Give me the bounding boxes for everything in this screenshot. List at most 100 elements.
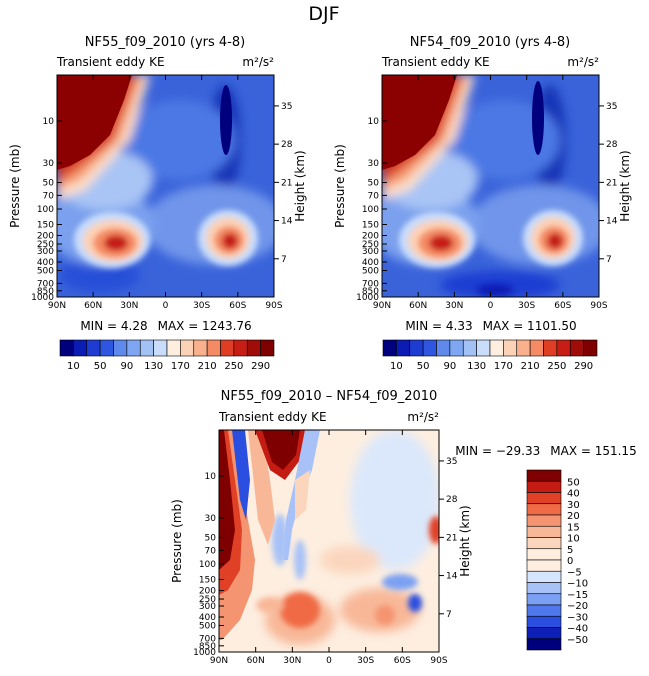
panel-diff-ytick-label: 1000 (193, 648, 216, 658)
panel-nf55-ytick-label: 700 (37, 279, 54, 289)
panel-diff-title: NF55_f09_2010 – NF54_f09_2010 (221, 389, 438, 404)
panel-nf54-colorbar-label: 290 (574, 361, 593, 372)
panel-diff-xtick-label: 60N (247, 656, 265, 666)
panel-nf54-subtitle: Transient eddy KE (381, 55, 490, 69)
panel-nf55-ytick-label: 300 (37, 247, 54, 257)
panel-nf55-colorbar-label: 210 (198, 361, 217, 372)
panel-nf54-colorbar-box (462, 339, 477, 357)
panel-nf55-ytick-label: 200 (37, 231, 54, 241)
panel-nf54-colorbar-box (543, 339, 558, 357)
panel-nf55-colorbar-box (180, 339, 195, 357)
panel-nf54-xtick-label: 0 (488, 301, 494, 311)
panel-nf55-colorbar-label: 90 (121, 361, 134, 372)
panel-nf55-units: m²/s² (242, 55, 274, 69)
panel-nf55-max-label: MAX = 1243.76 (158, 319, 252, 333)
panel-diff-colorbar-box (526, 593, 562, 606)
panel-nf54-htick-label: 7 (606, 255, 612, 265)
panel-nf55-colorbar-box (59, 339, 74, 357)
panel-diff-xtick-label: 30S (357, 656, 374, 666)
panel-nf54-ytick-label: 70 (368, 191, 380, 201)
panel-nf55-htick-label: 14 (281, 217, 293, 227)
panel-diff-colorbar-label: 50 (567, 477, 580, 488)
panel-diff-colorbar-box (526, 537, 562, 550)
panel-nf55-colorbar-box (166, 339, 181, 357)
panel-nf55-htick-label: 21 (281, 178, 292, 188)
panel-diff-units: m²/s² (407, 410, 439, 424)
panel-nf54-ytick-label: 300 (362, 247, 379, 257)
panel-nf55-colorbar-box (220, 339, 235, 357)
panel-nf54-colorbar-label: 50 (417, 361, 430, 372)
panel-nf55-colorbar-box (233, 339, 248, 357)
panel-diff-htick-label: 14 (446, 572, 458, 582)
panel-nf55-ytick-label: 10 (43, 117, 55, 127)
panel-diff-ytick-label: 100 (199, 560, 216, 570)
panel-diff-colorbar-box (526, 582, 562, 595)
panel-nf55-htick-label: 7 (281, 255, 287, 265)
panel-nf55-subtitle: Transient eddy KE (56, 55, 165, 69)
panel-nf55-colorbar-box (193, 339, 208, 357)
panel-nf54-colorbar-label: 10 (390, 361, 403, 372)
panel-nf54-htick-label: 35 (606, 102, 617, 112)
panel-diff-ytick-label: 150 (199, 576, 216, 586)
panel-diff-colorbar-label: −20 (567, 601, 588, 612)
panel-nf55-ytick-label: 250 (37, 240, 54, 250)
panel-diff-max-label: MAX = 151.15 (550, 444, 636, 458)
panel-diff-xtick-label: 0 (326, 656, 332, 666)
panel-nf54-htick-label: 14 (606, 217, 618, 227)
panel-nf54-ytick-label: 50 (368, 179, 380, 189)
panel-nf54-xtick-label: 30S (518, 301, 535, 311)
panel-nf54-colorbar-box (583, 339, 598, 357)
panel-nf55-ytick-label: 70 (43, 191, 55, 201)
panel-diff-colorbar-label: 5 (567, 545, 573, 556)
panel-nf55-ylabel: Pressure (mb) (8, 144, 22, 228)
panel-nf54-ytick-label: 30 (368, 159, 380, 169)
panel-diff-colorbar-box (526, 559, 562, 572)
panel-nf55-field (57, 75, 274, 297)
panel-nf54-units: m²/s² (567, 55, 599, 69)
panel-nf55-colorbar-box (86, 339, 101, 357)
panel-nf55-colorbar-label: 250 (224, 361, 243, 372)
panel-nf55-ytick-label: 850 (37, 287, 54, 297)
panel-diff-colorbar-box (526, 627, 562, 640)
figure-title: DJF (308, 3, 339, 25)
panel-diff-ylabel-right: Height (km) (458, 505, 472, 576)
panel-nf54-colorbar-box (569, 339, 584, 357)
panel-nf55-colorbar: 10 50 90 130 170 210 250 290 (59, 339, 275, 372)
panel-nf55-xtick-label: 90N (48, 301, 66, 311)
panel-nf55-colorbar-label: 290 (251, 361, 270, 372)
panel-nf54-colorbar-box (529, 339, 544, 357)
panel-diff-field (219, 430, 439, 652)
panel-nf55-axes: 90N 60N 30N 0 30S 60S 90S103050701001502002503… (8, 75, 307, 311)
panel-nf55-xtick-label: 60N (84, 301, 102, 311)
panel-diff-htick-label: 28 (446, 495, 458, 505)
panel-nf54-ytick-label: 250 (362, 240, 379, 250)
panel-diff-colorbar-label: 30 (567, 500, 580, 511)
panel-diff-colorbar-box (526, 514, 562, 527)
panel-diff-ytick-label: 400 (199, 613, 216, 623)
panel-nf55-ytick-label: 100 (37, 205, 54, 215)
panel-nf54-minmax: MIN = 4.33 MAX = 1101.50 (405, 319, 576, 333)
panel-diff-ytick-label: 850 (199, 642, 216, 652)
panel-nf54-ytick-label: 200 (362, 231, 379, 241)
panel-diff-colorbar-label: −40 (567, 624, 588, 635)
panel-diff-ytick-label: 30 (205, 514, 217, 524)
panel-nf54-ytick-label: 500 (362, 267, 379, 277)
panel-nf55-xtick-label: 0 (163, 301, 169, 311)
panel-nf54-colorbar-box (503, 339, 518, 357)
panel-nf54-xtick-label: 90N (373, 301, 391, 311)
panel-nf55-min-label: MIN = 4.28 (80, 319, 147, 333)
panel-diff-colorbar-label: 40 (567, 489, 580, 500)
panel-nf55-ylabel-right: Height (km) (293, 150, 307, 221)
panel-nf55-colorbar-box (126, 339, 141, 357)
panel-nf55-ytick-label: 50 (43, 179, 55, 189)
panel-nf55-colorbar-box (260, 339, 275, 357)
panel-diff-subtitle: Transient eddy KE (218, 410, 327, 424)
panel-diff-htick-label: 21 (446, 533, 457, 543)
panel-nf54-axes: 90N 60N 30N 0 30S 60S 90S103050701001502002503… (333, 75, 632, 311)
panel-nf54-colorbar-label: 90 (444, 361, 457, 372)
panel-diff-colorbar-box (526, 469, 562, 482)
panel-nf55-htick-label: 35 (281, 102, 292, 112)
panel-diff-colorbar-box (526, 525, 562, 538)
panel-nf54-ytick-label: 400 (362, 258, 379, 268)
